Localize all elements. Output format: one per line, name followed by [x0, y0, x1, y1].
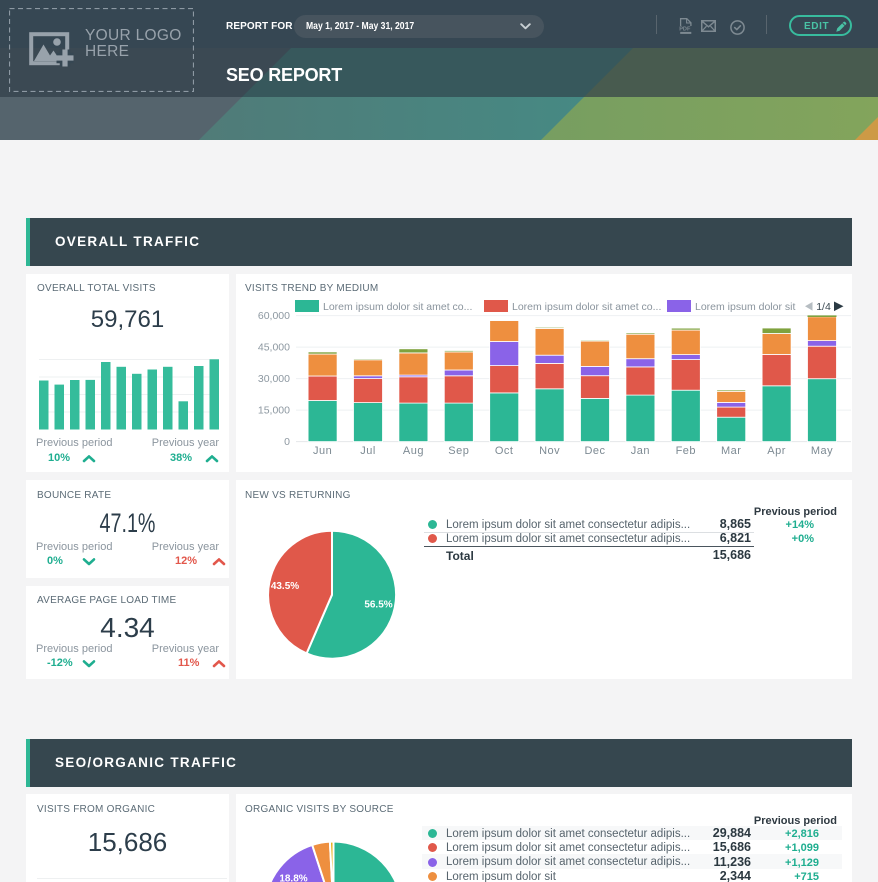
svg-text:30,000: 30,000: [258, 373, 290, 385]
svg-text:56.5%: 56.5%: [364, 600, 392, 611]
svg-text:Lorem ipsum dolor sit amet co.: Lorem ipsum dolor sit amet co...: [323, 301, 472, 313]
svg-text:Lorem ipsum dolor sit: Lorem ipsum dolor sit: [695, 301, 795, 313]
svg-text:Jun: Jun: [313, 445, 332, 457]
svg-text:Jan: Jan: [631, 445, 650, 457]
svg-text:15,000: 15,000: [258, 405, 290, 417]
svg-text:May: May: [811, 445, 833, 457]
svg-text:0: 0: [284, 436, 290, 448]
svg-text:18.8%: 18.8%: [279, 873, 307, 882]
svg-text:Mar: Mar: [721, 445, 741, 457]
svg-text:43.5%: 43.5%: [271, 581, 299, 592]
svg-text:45,000: 45,000: [258, 342, 290, 354]
svg-text:Feb: Feb: [676, 445, 696, 457]
svg-text:Aug: Aug: [403, 445, 424, 457]
svg-text:Dec: Dec: [584, 445, 605, 457]
svg-text:Oct: Oct: [495, 445, 514, 457]
svg-text:60,000: 60,000: [258, 310, 290, 322]
svg-text:1/4: 1/4: [816, 301, 831, 313]
svg-text:Sep: Sep: [448, 445, 469, 457]
svg-text:Lorem ipsum dolor sit amet co.: Lorem ipsum dolor sit amet co...: [512, 301, 661, 313]
svg-text:Apr: Apr: [767, 445, 786, 457]
svg-text:PDF: PDF: [679, 26, 691, 32]
svg-text:Jul: Jul: [360, 445, 376, 457]
svg-text:Nov: Nov: [539, 445, 560, 457]
